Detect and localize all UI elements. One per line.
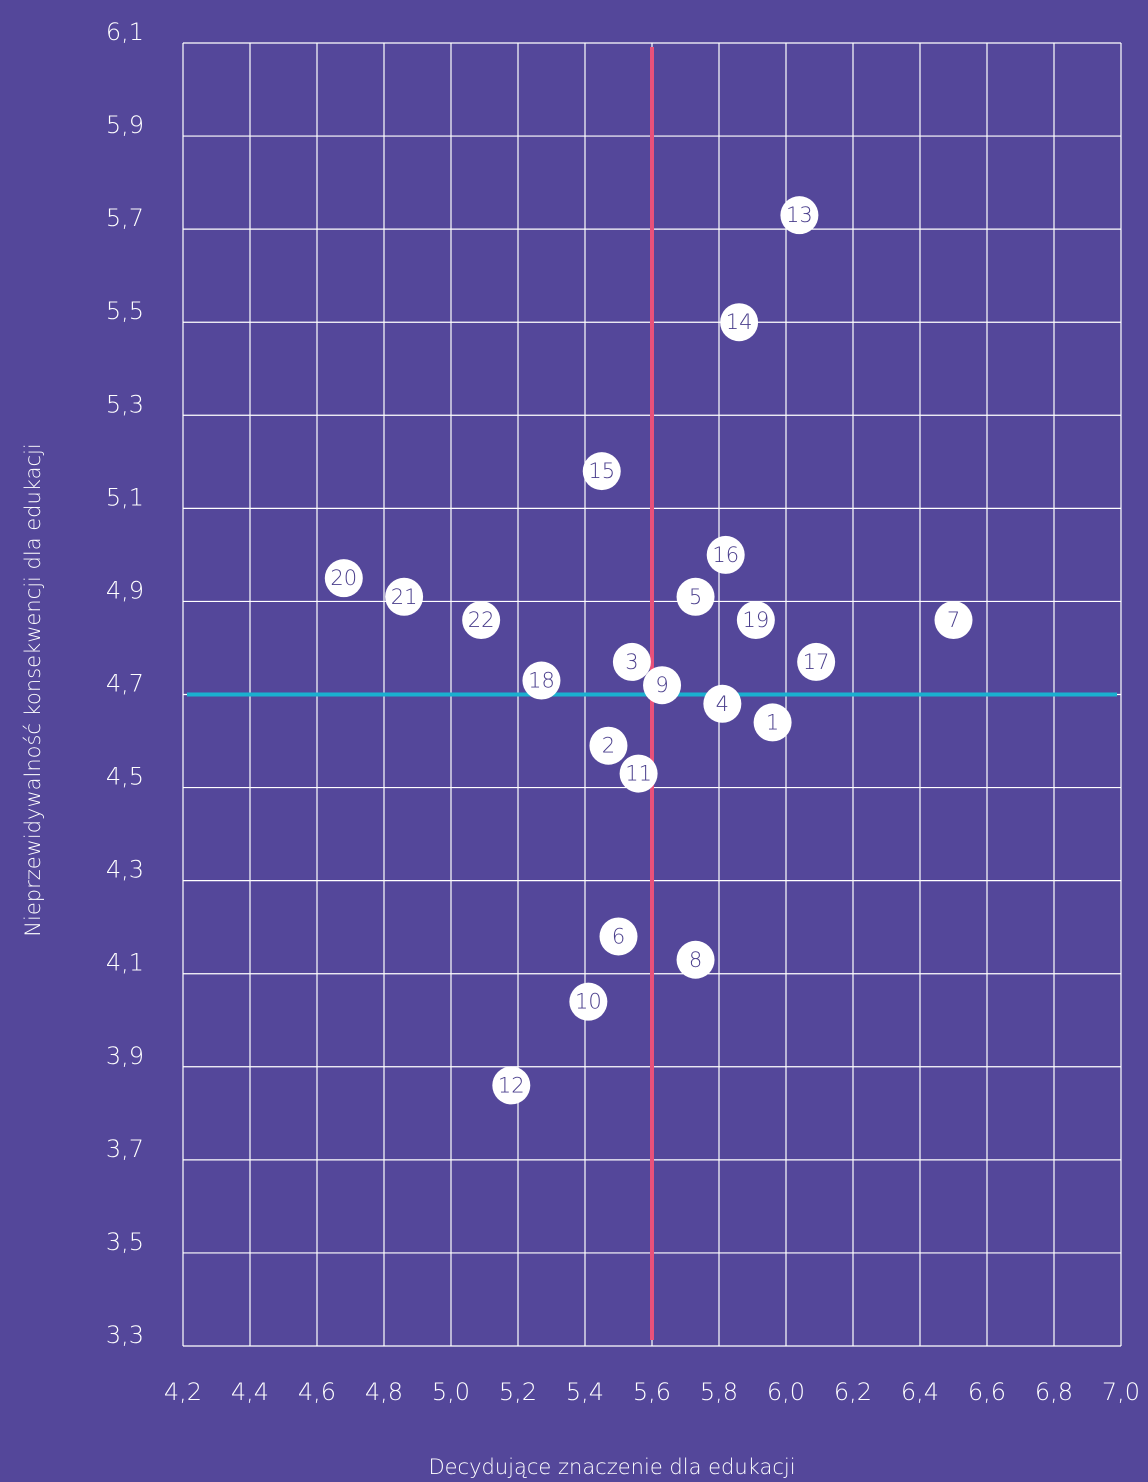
point <box>385 577 424 616</box>
point <box>522 661 561 700</box>
point-label: 20 <box>330 566 357 590</box>
point-label: 18 <box>528 669 555 693</box>
y-tick-label: 4,1 <box>106 949 144 977</box>
y-tick-label: 4,3 <box>106 856 144 884</box>
point <box>589 726 628 765</box>
point <box>753 703 792 742</box>
y-tick-label: 5,9 <box>106 111 144 139</box>
x-tick-label: 5,0 <box>432 1378 470 1406</box>
y-axis-label: Nieprzewidywalność konsekwencji dla eduk… <box>21 443 45 936</box>
x-tick-label: 4,2 <box>164 1378 202 1406</box>
point-label: 11 <box>625 762 652 786</box>
x-tick-label: 6,0 <box>767 1378 805 1406</box>
y-tick-label: 5,3 <box>106 390 144 418</box>
point-label: 4 <box>716 692 729 716</box>
x-tick-label: 4,8 <box>365 1378 403 1406</box>
point-label: 9 <box>655 673 668 697</box>
x-tick-label: 6,6 <box>968 1378 1006 1406</box>
y-tick-label: 4,5 <box>106 763 144 791</box>
y-tick-label: 5,7 <box>106 204 144 232</box>
point <box>797 642 836 681</box>
x-tick-label: 6,2 <box>834 1378 872 1406</box>
point-label: 16 <box>712 543 739 567</box>
point <box>676 577 715 616</box>
x-tick-label: 5,6 <box>633 1378 671 1406</box>
point <box>599 917 638 956</box>
point <box>619 754 658 793</box>
y-tick-label: 3,5 <box>106 1228 144 1256</box>
x-tick-label: 6,8 <box>1035 1378 1073 1406</box>
y-tick-label: 5,5 <box>106 297 144 325</box>
point <box>324 559 363 598</box>
point-label: 22 <box>468 608 495 632</box>
point-label: 2 <box>602 734 615 758</box>
point <box>720 303 759 342</box>
x-tick-label: 4,4 <box>231 1378 269 1406</box>
point <box>676 940 715 979</box>
point <box>612 642 651 681</box>
point <box>736 601 775 640</box>
x-tick-label: 5,4 <box>566 1378 604 1406</box>
point-label: 7 <box>947 608 960 632</box>
x-tick-label: 4,6 <box>298 1378 336 1406</box>
point <box>706 535 745 574</box>
point <box>703 684 742 723</box>
y-tick-label: 3,3 <box>106 1321 144 1349</box>
point-label: 15 <box>588 459 615 483</box>
y-tick-label: 3,9 <box>106 1042 144 1070</box>
y-tick-label: 3,7 <box>106 1135 144 1163</box>
point-label: 21 <box>391 585 418 609</box>
y-tick-label: 4,7 <box>106 670 144 698</box>
x-tick-label: 5,2 <box>499 1378 537 1406</box>
y-tick-label: 5,1 <box>106 483 144 511</box>
x-tick-label: 6,4 <box>901 1378 939 1406</box>
point-label: 17 <box>803 650 830 674</box>
point <box>582 452 621 491</box>
point <box>934 601 973 640</box>
x-axis-label: Decydujące znaczenie dla edukacji <box>428 1455 795 1479</box>
point-label: 12 <box>498 1073 525 1097</box>
point-label: 3 <box>625 650 638 674</box>
y-tick-label: 4,9 <box>106 576 144 604</box>
point <box>643 666 682 705</box>
x-tick-label: 5,8 <box>700 1378 738 1406</box>
point <box>569 982 608 1021</box>
point-label: 10 <box>575 990 602 1014</box>
point <box>780 196 819 235</box>
y-tick-label: 6,1 <box>106 18 144 46</box>
point-label: 13 <box>786 203 813 227</box>
point-label: 19 <box>742 608 769 632</box>
point-label: 5 <box>689 585 702 609</box>
point-label: 14 <box>726 310 753 334</box>
point-label: 1 <box>766 710 779 734</box>
x-tick-label: 7,0 <box>1102 1378 1140 1406</box>
point <box>462 601 501 640</box>
point <box>492 1066 531 1105</box>
point-label: 6 <box>612 924 625 948</box>
point-label: 8 <box>689 948 702 972</box>
